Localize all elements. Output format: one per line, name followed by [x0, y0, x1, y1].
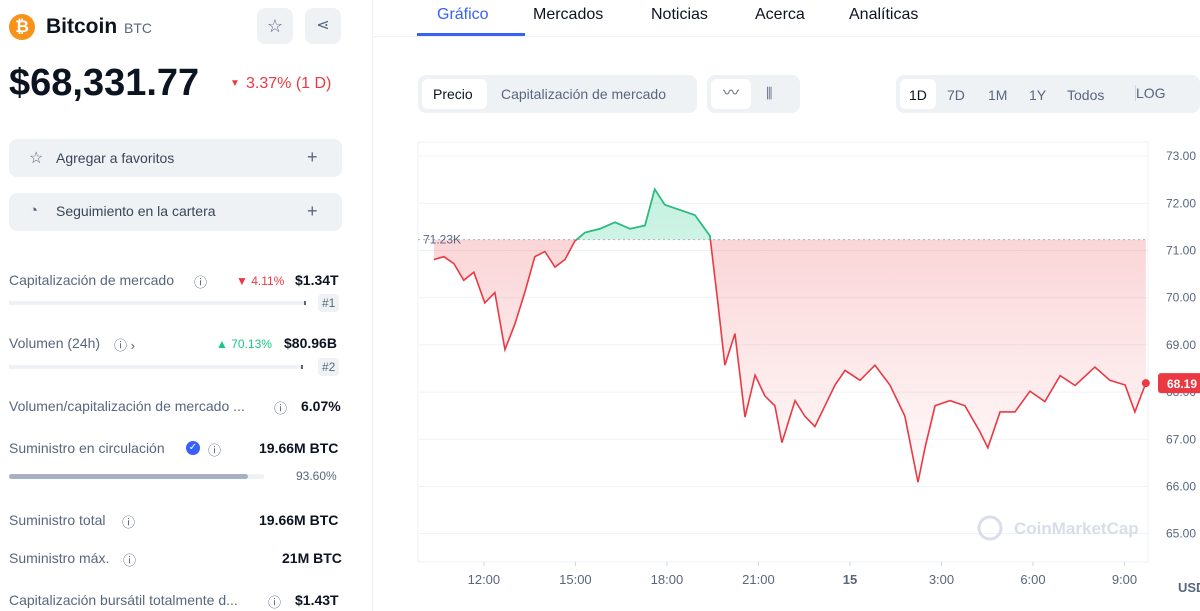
y-tick-label: 67.00 [1166, 432, 1196, 446]
toggle-active[interactable] [422, 79, 487, 109]
x-tick-label: 15:00 [559, 572, 592, 587]
tab[interactable]: Analíticas [849, 6, 919, 23]
info-icon: ⓘ [122, 515, 136, 530]
stat-value: 19.66M BTC [259, 440, 339, 456]
info-icon: ⓘ › [114, 338, 135, 353]
stat-value: $1.43T [295, 592, 339, 608]
coin-symbol: BTC [124, 20, 152, 36]
portfolio-icon: ◔ [29, 202, 39, 219]
tab[interactable]: Noticias [651, 6, 708, 23]
range[interactable]: 1Y [1029, 87, 1047, 103]
tab[interactable]: Acerca [755, 6, 805, 23]
baseline-label: 71.23K [423, 233, 461, 247]
y-tick-label: 65.00 [1166, 527, 1196, 541]
supply-percent: 93.60% [296, 469, 337, 483]
stat-change: ▼ 4.11% [236, 274, 285, 288]
range[interactable]: 7D [947, 87, 965, 103]
verified-icon: ✓ [186, 441, 200, 455]
tabs: Gráfico Mercados Noticias Acerca Analíti… [372, 0, 1200, 37]
tab[interactable]: Mercados [533, 6, 604, 23]
y-tick-label: 73.00 [1166, 149, 1196, 163]
down-arrow: ▼ [230, 78, 240, 89]
price-line [433, 187, 1147, 483]
candle-icon[interactable]: ⫼ [766, 85, 773, 101]
stat-label: Volumen (24h) [9, 335, 101, 351]
toggle-label[interactable]: Precio [433, 86, 473, 102]
watermark: CoinMarketCap [1014, 519, 1139, 538]
rank-bar [9, 365, 303, 369]
portfolio-button[interactable] [9, 193, 342, 231]
tab-underline [417, 33, 525, 36]
stat-label: Capitalización de mercado [9, 272, 174, 288]
toggle-label[interactable]: Capitalización de mercado [501, 86, 666, 102]
range-group [896, 75, 1200, 113]
line-icon[interactable]: 〰 [711, 79, 751, 109]
stat-change: ▲ 70.13% [216, 337, 272, 351]
price-change: 3.37% (1 D) [246, 75, 332, 92]
stat-value: 21M BTC [282, 550, 342, 566]
star-icon: ☆ [29, 150, 44, 167]
stat-value: $1.34T [295, 272, 339, 288]
x-tick-label: 3:00 [929, 572, 954, 587]
coin-name: Bitcoin [46, 15, 118, 38]
area-below [433, 239, 1146, 483]
y-tick-label: 71.00 [1166, 244, 1196, 258]
y-tick-label: 70.00 [1166, 291, 1196, 305]
stat-change-value: 4.11% [251, 274, 285, 288]
x-tick-label: 18:00 [651, 572, 684, 587]
y-tick-label: 69.00 [1166, 338, 1196, 352]
x-tick-label: 21:00 [742, 572, 775, 587]
info-icon: ⓘ [268, 595, 282, 610]
favorite-button[interactable] [9, 139, 342, 177]
range[interactable]: Todos [1067, 87, 1105, 103]
plus-icon: + [307, 201, 318, 221]
unit-label: USD [1178, 580, 1200, 595]
watermark-logo [977, 515, 1003, 541]
area-above [433, 189, 1146, 240]
current-dot [1141, 379, 1150, 388]
x-tick-label: 12:00 [468, 572, 501, 587]
rank-badge: #2 [318, 358, 340, 376]
tab-active[interactable]: Gráfico [437, 6, 489, 23]
chart: 73.0072.0071.0070.0069.0068.0067.0066.00… [417, 141, 1200, 595]
stat-value: 19.66M BTC [259, 512, 339, 528]
info-icon: ⓘ [194, 275, 208, 290]
x-tick-label: 9:00 [1112, 572, 1137, 587]
stat-label: Suministro en circulación [9, 440, 165, 456]
rank-bar [9, 301, 306, 305]
portfolio-label: Seguimiento en la cartera [56, 203, 216, 219]
stat-change-value: 70.13% [231, 337, 272, 351]
stat-label: Suministro total [9, 512, 106, 528]
price: $68,331.77 [9, 62, 200, 104]
current-badge [1158, 373, 1200, 394]
stat-value: 6.07% [301, 398, 341, 414]
rank-badge: #1 [318, 294, 340, 312]
info-icon: ⓘ [123, 553, 137, 568]
stat-label: Volumen/capitalización de mercado ... [9, 398, 245, 414]
info-icon: ⓘ [274, 401, 288, 416]
supply-fill [9, 474, 248, 479]
range[interactable]: 1M [988, 87, 1008, 103]
plot-frame [417, 141, 1149, 563]
share-button[interactable]: ⋖ [305, 8, 341, 44]
range[interactable]: LOG [1135, 85, 1166, 101]
stat-label: Capitalización bursátil totalmente d... [9, 592, 238, 608]
y-tick-label: 72.00 [1166, 196, 1196, 210]
info-icon: ⓘ [208, 443, 222, 458]
stat-label: Suministro máx. [9, 550, 110, 566]
x-tick-label: 6:00 [1020, 572, 1045, 587]
plus-icon: + [307, 147, 318, 167]
x-tick-label: 15 [843, 572, 857, 587]
favorite-label: Agregar a favoritos [56, 150, 175, 166]
current-label: 68.19 [1167, 377, 1197, 391]
coin-icon: ₿ [9, 14, 35, 40]
y-tick-label: 66.00 [1166, 479, 1196, 493]
stat-value: $80.96B [284, 335, 337, 351]
star-button[interactable]: ☆ [257, 8, 293, 44]
left-panel: ₿ Bitcoin BTC ☆ ⋖ $68,331.77 ▼ 3.37% (1 … [0, 0, 373, 611]
range-active[interactable] [900, 79, 936, 109]
range[interactable]: 1D [909, 87, 927, 103]
